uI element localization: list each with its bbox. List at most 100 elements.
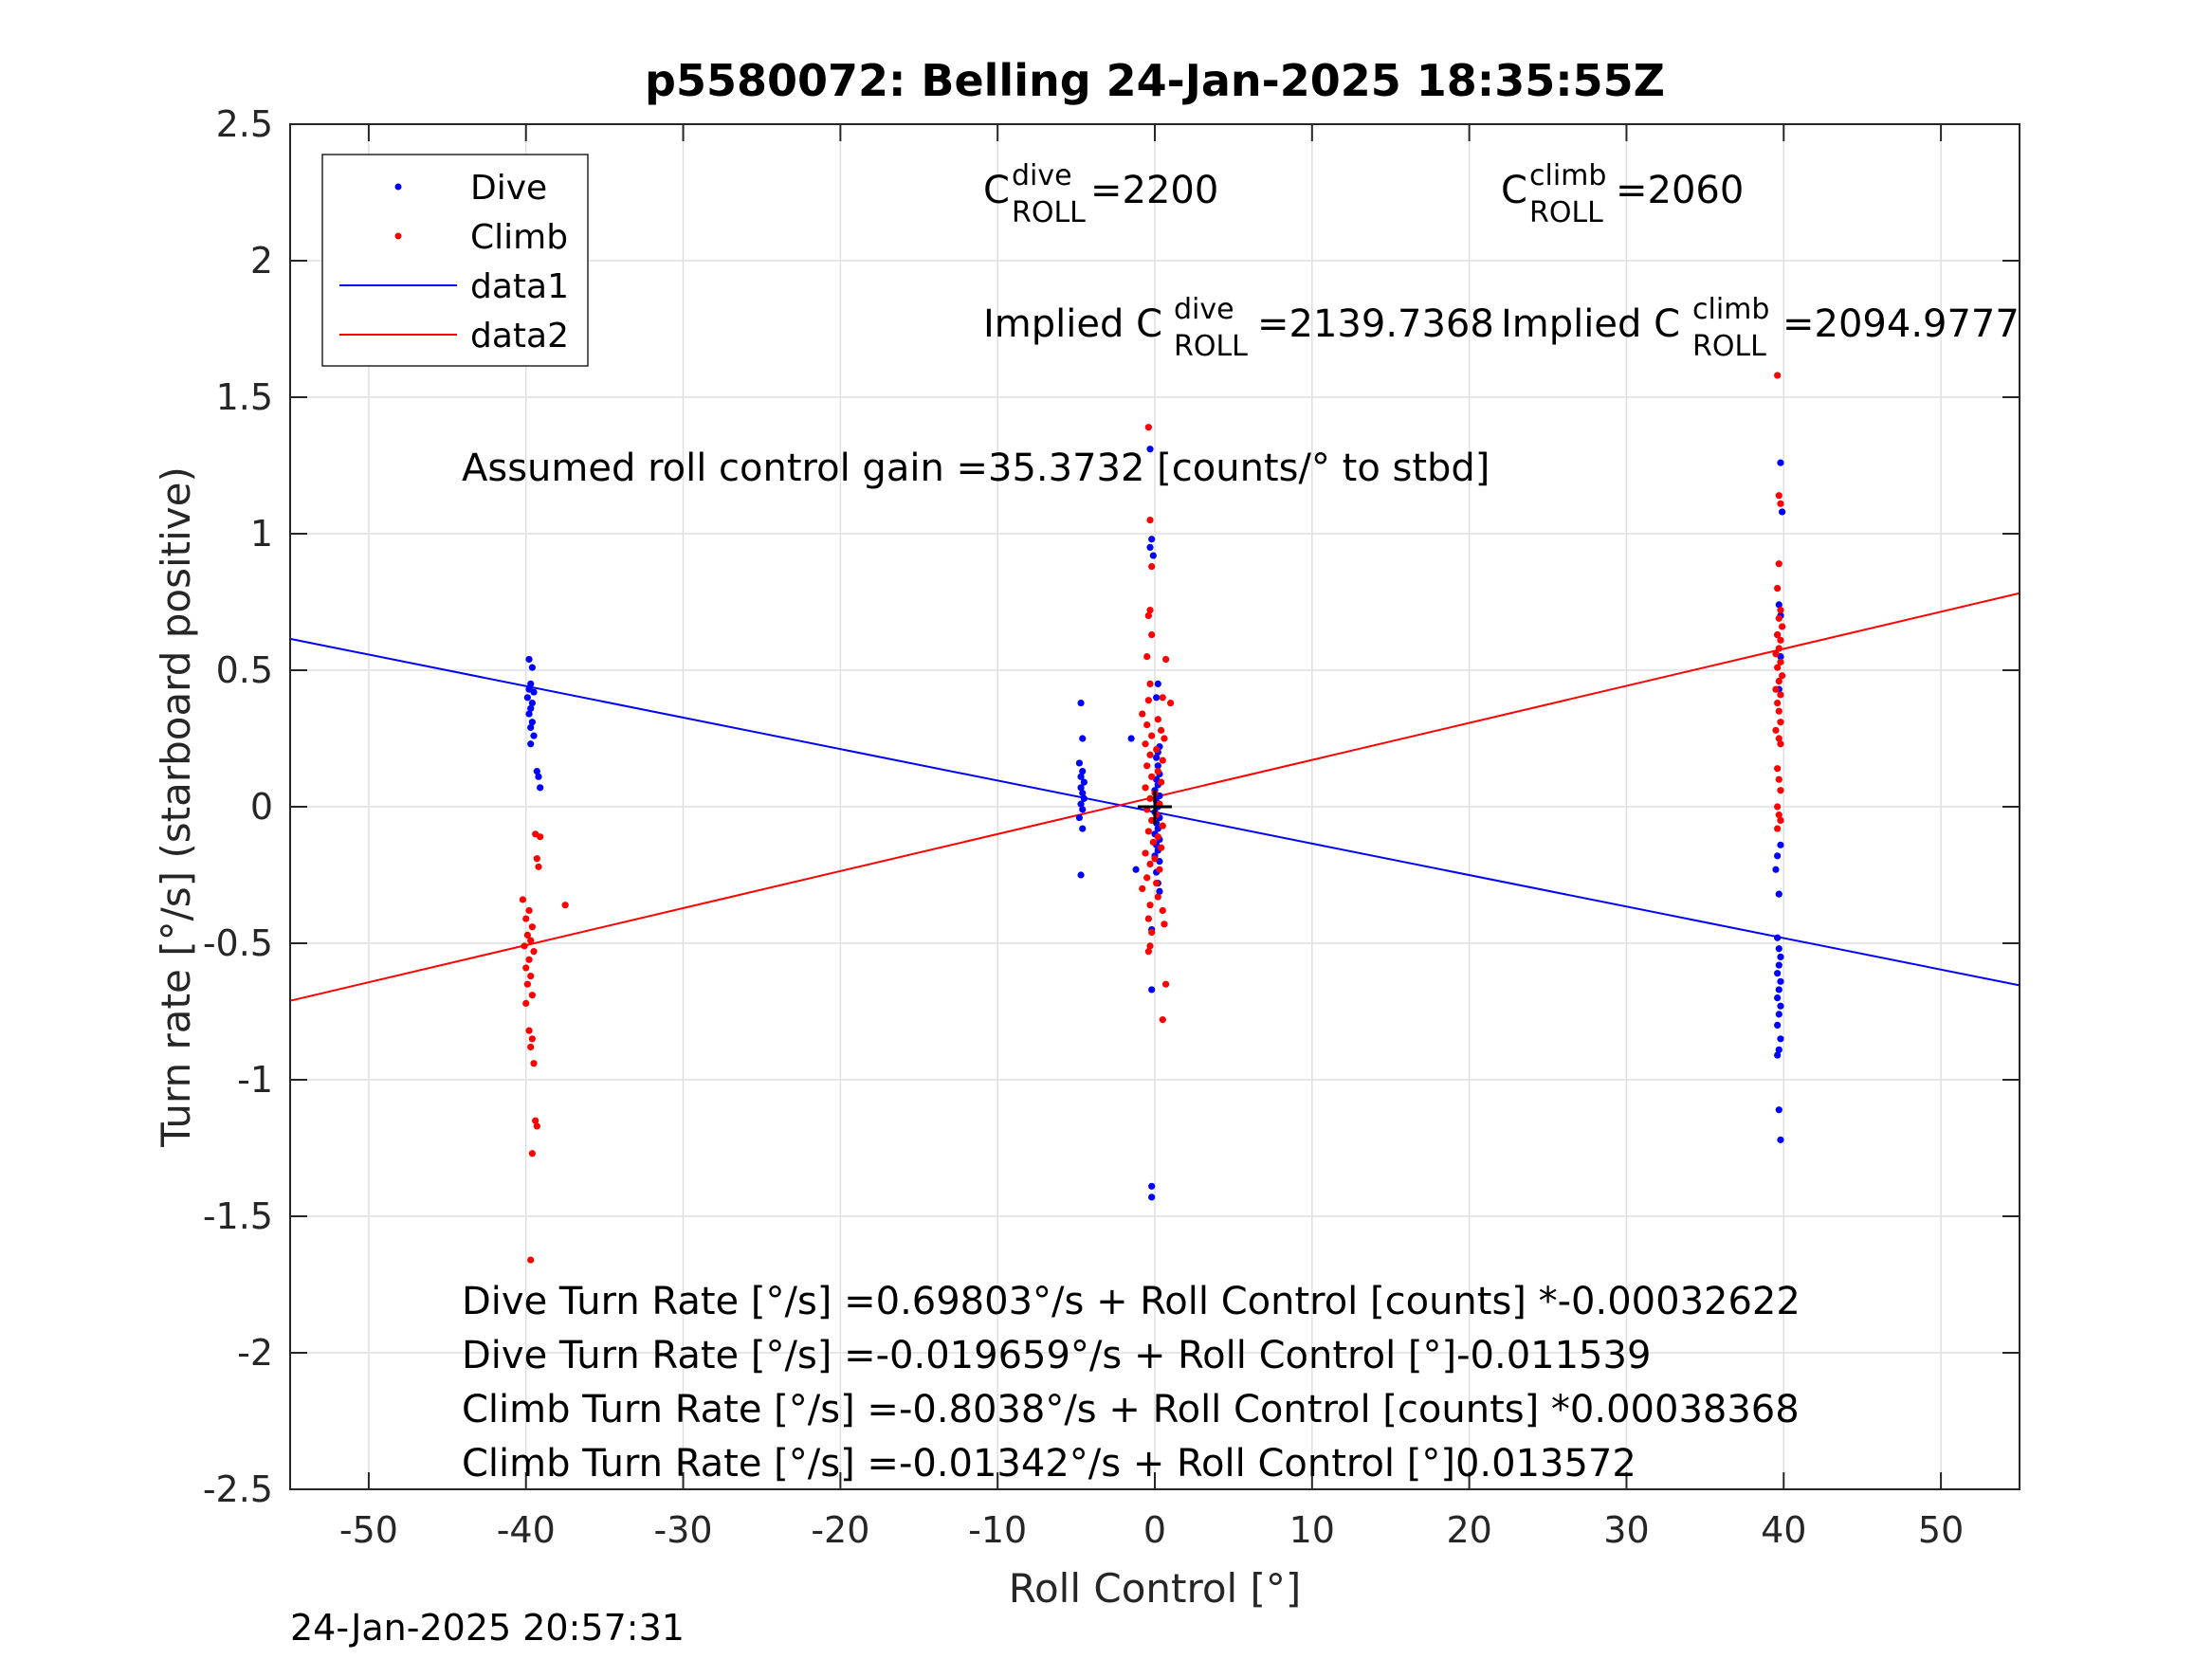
climb-data-point — [1159, 906, 1166, 915]
dive-data-point — [1077, 784, 1085, 792]
legend-data2-label: data2 — [470, 317, 569, 356]
climb-data-point — [1142, 784, 1149, 792]
y-tick-label: 2 — [250, 240, 273, 282]
climb-data-point — [1151, 855, 1159, 863]
climb-data-point — [1139, 884, 1146, 893]
climb-data-point — [1146, 751, 1154, 758]
c-dive-value: =2200 — [1090, 169, 1218, 212]
climb-data-point — [1144, 697, 1152, 704]
climb-data-point — [527, 1043, 535, 1051]
dive-data-point — [1132, 866, 1140, 873]
climb-data-point — [1166, 699, 1175, 707]
c-roll-climb-annotation: C climb ROLL =2060 — [1501, 159, 1744, 229]
climb-data-point — [1777, 658, 1784, 665]
x-tick-label: 10 — [1289, 1509, 1335, 1551]
x-tick-label: -30 — [654, 1509, 713, 1551]
dive-data-point — [1077, 773, 1085, 780]
y-tick-label: 1 — [250, 513, 273, 555]
climb-data-point — [1146, 517, 1154, 524]
climb-data-point — [1158, 778, 1165, 786]
dive-data-point — [1077, 871, 1085, 879]
tick-labels: -50 -40 -30 -20 -10 0 10 20 30 40 50-2.5-2-1.5-1-0… — [203, 103, 1964, 1551]
climb-data-point — [1142, 849, 1149, 857]
dive-data-point — [1779, 508, 1786, 516]
climb-data-point — [522, 999, 530, 1007]
dive-data-point — [1080, 778, 1088, 786]
climb-data-point — [1774, 585, 1782, 592]
climb-data-point — [1774, 765, 1782, 773]
climb-data-point — [525, 906, 533, 915]
dive-data-point — [527, 704, 535, 712]
x-tick-label: -40 — [497, 1509, 556, 1551]
climb-data-point — [523, 931, 531, 939]
dive-data-point — [1146, 446, 1154, 453]
climb-data-point — [1159, 822, 1166, 830]
climb-data-point — [1779, 623, 1786, 630]
climb-data-point — [1146, 942, 1154, 950]
implied-c-roll-climb-annotation: Implied C climb ROLL =2094.9777 — [1501, 293, 2020, 363]
dive-data-point — [537, 784, 544, 792]
dive-data-point — [525, 710, 533, 718]
climb-data-point — [1156, 866, 1163, 873]
dive-data-point — [1153, 754, 1161, 761]
climb-data-point — [1162, 980, 1170, 988]
climb-data-point — [528, 923, 536, 931]
dive-data-point — [1775, 1046, 1782, 1053]
legend-data1-label: data1 — [470, 267, 569, 306]
implied-dive-sub: ROLL — [1174, 330, 1248, 363]
dive-data-point — [525, 655, 533, 664]
dive-data-point — [1772, 866, 1780, 873]
dive-data-point — [1079, 790, 1087, 797]
implied-climb-sub: ROLL — [1692, 330, 1766, 363]
climb-data-point — [1144, 828, 1152, 835]
dive-data-point — [1079, 767, 1087, 775]
climb-data-point — [561, 902, 569, 909]
climb-data-point — [1159, 1016, 1166, 1024]
dive-data-point — [1148, 1194, 1156, 1201]
dive-data-point — [528, 719, 536, 726]
legend-climb-label: Climb — [470, 218, 568, 257]
x-tick-label: 0 — [1143, 1509, 1166, 1551]
climb-data-point — [1775, 645, 1782, 652]
dive-data-point — [1080, 794, 1088, 802]
climb-data-point — [1772, 650, 1780, 658]
dive-data-point — [528, 664, 536, 671]
climb-data-point — [1777, 691, 1784, 699]
climb-data-point — [1154, 893, 1161, 901]
dive-data-point — [527, 723, 535, 732]
dive-data-point — [1775, 961, 1782, 969]
dive-data-point — [1154, 680, 1161, 688]
climb-data-point — [1146, 902, 1154, 909]
climb-data-point — [1144, 948, 1152, 956]
x-tick-label: -20 — [811, 1509, 869, 1551]
climb-data-point — [1149, 838, 1157, 847]
dive-data-point — [1775, 601, 1782, 609]
dive-data-point — [1774, 934, 1782, 941]
legend-dive-label: Dive — [470, 169, 547, 208]
c-climb-base: C — [1501, 169, 1527, 212]
dive-data-point — [1777, 1136, 1784, 1143]
y-tick-label: -2.5 — [203, 1468, 273, 1510]
climb-data-point — [528, 992, 536, 999]
roll-gain-annotation: Assumed roll control gain =35.3732 [coun… — [462, 447, 1490, 490]
dive-data-point — [1777, 459, 1784, 466]
dive-data-point — [527, 680, 535, 688]
implied-c-roll-dive-annotation: Implied C dive ROLL =2139.7368 — [983, 293, 1494, 363]
climb-data-point — [1148, 732, 1156, 739]
climb-data-point — [533, 1122, 540, 1130]
climb-data-point — [1159, 694, 1166, 702]
climb-data-point — [1158, 726, 1165, 734]
climb-data-point — [527, 972, 535, 980]
dive-data-point — [1775, 945, 1782, 953]
implied-climb-prefix: Implied C — [1501, 302, 1680, 346]
climb-data-point — [1777, 740, 1784, 748]
dive-equation-degrees: Dive Turn Rate [°/s] =-0.019659°/s + Rol… — [462, 1334, 1651, 1377]
c-dive-sup: dive — [1012, 159, 1072, 192]
climb-data-point — [530, 1060, 538, 1067]
dive-data-point — [1148, 1182, 1156, 1190]
dive-equation-counts: Dive Turn Rate [°/s] =0.69803°/s + Roll … — [462, 1280, 1801, 1323]
climb-data-point — [1772, 685, 1780, 693]
legend: Dive Climb data1 data2 — [321, 154, 589, 367]
climb-data-point — [1779, 672, 1786, 680]
climb-data-point — [1777, 719, 1784, 726]
